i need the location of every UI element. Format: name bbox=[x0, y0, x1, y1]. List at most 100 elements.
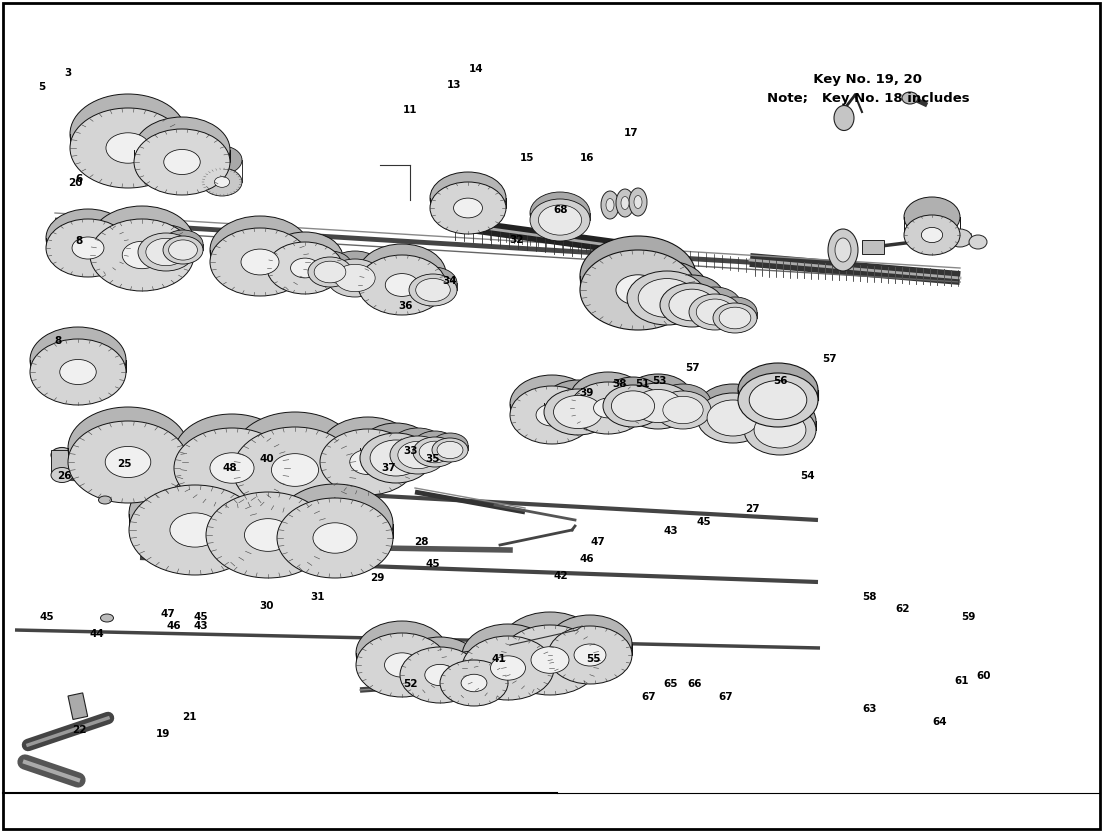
Ellipse shape bbox=[326, 251, 383, 289]
Ellipse shape bbox=[413, 431, 457, 461]
Ellipse shape bbox=[531, 192, 590, 234]
Ellipse shape bbox=[668, 290, 715, 321]
Ellipse shape bbox=[233, 412, 357, 498]
Text: 67: 67 bbox=[718, 692, 733, 702]
Text: 52: 52 bbox=[403, 679, 418, 689]
Ellipse shape bbox=[129, 469, 261, 559]
Ellipse shape bbox=[904, 197, 960, 237]
Ellipse shape bbox=[385, 274, 419, 296]
Ellipse shape bbox=[660, 283, 724, 327]
Ellipse shape bbox=[615, 275, 660, 305]
Text: 35: 35 bbox=[425, 454, 440, 464]
Ellipse shape bbox=[531, 646, 569, 673]
Ellipse shape bbox=[174, 414, 290, 494]
Ellipse shape bbox=[366, 542, 384, 554]
Ellipse shape bbox=[697, 393, 769, 443]
Ellipse shape bbox=[390, 436, 446, 474]
Ellipse shape bbox=[707, 400, 759, 436]
Ellipse shape bbox=[462, 636, 554, 700]
Ellipse shape bbox=[738, 363, 818, 417]
Ellipse shape bbox=[350, 449, 386, 474]
Ellipse shape bbox=[615, 189, 634, 217]
Ellipse shape bbox=[400, 637, 480, 693]
Ellipse shape bbox=[544, 389, 612, 435]
Ellipse shape bbox=[655, 384, 711, 422]
Ellipse shape bbox=[713, 303, 757, 333]
Ellipse shape bbox=[46, 209, 130, 267]
Text: 58: 58 bbox=[861, 592, 877, 602]
Text: 15: 15 bbox=[520, 153, 535, 163]
Ellipse shape bbox=[308, 251, 352, 281]
Text: 8: 8 bbox=[76, 236, 83, 246]
Ellipse shape bbox=[655, 391, 711, 429]
Ellipse shape bbox=[320, 417, 416, 483]
Ellipse shape bbox=[425, 665, 456, 686]
Ellipse shape bbox=[68, 421, 188, 503]
Ellipse shape bbox=[947, 229, 972, 247]
Ellipse shape bbox=[69, 108, 186, 188]
Ellipse shape bbox=[697, 384, 769, 434]
Text: 42: 42 bbox=[553, 571, 568, 581]
Ellipse shape bbox=[133, 117, 231, 183]
Text: 65: 65 bbox=[663, 679, 678, 689]
Bar bbox=[68, 693, 87, 720]
Ellipse shape bbox=[106, 133, 150, 163]
Ellipse shape bbox=[277, 484, 393, 564]
Ellipse shape bbox=[745, 396, 816, 446]
Ellipse shape bbox=[98, 496, 111, 504]
Ellipse shape bbox=[603, 385, 663, 427]
Ellipse shape bbox=[202, 146, 242, 174]
Text: 27: 27 bbox=[745, 504, 760, 514]
Text: 22: 22 bbox=[72, 726, 87, 735]
Ellipse shape bbox=[430, 172, 506, 224]
Ellipse shape bbox=[754, 412, 806, 448]
Ellipse shape bbox=[621, 196, 629, 210]
Ellipse shape bbox=[51, 468, 73, 483]
Ellipse shape bbox=[570, 372, 646, 424]
Ellipse shape bbox=[356, 633, 448, 697]
Text: 46: 46 bbox=[579, 554, 595, 564]
Text: 31: 31 bbox=[310, 592, 325, 602]
Ellipse shape bbox=[240, 249, 279, 275]
Ellipse shape bbox=[206, 492, 330, 578]
Ellipse shape bbox=[453, 198, 482, 218]
Text: 53: 53 bbox=[652, 376, 667, 386]
Ellipse shape bbox=[314, 261, 346, 283]
Text: 19: 19 bbox=[156, 729, 171, 739]
Ellipse shape bbox=[713, 297, 757, 327]
Ellipse shape bbox=[835, 238, 852, 262]
Text: Note;   Key No. 18 includes: Note; Key No. 18 includes bbox=[767, 92, 970, 105]
Text: 26: 26 bbox=[56, 471, 72, 481]
Ellipse shape bbox=[400, 647, 480, 703]
Ellipse shape bbox=[491, 656, 525, 681]
Text: 63: 63 bbox=[861, 704, 877, 714]
Ellipse shape bbox=[570, 382, 646, 434]
Ellipse shape bbox=[326, 259, 383, 297]
Ellipse shape bbox=[129, 485, 261, 575]
Ellipse shape bbox=[68, 407, 188, 489]
Ellipse shape bbox=[634, 196, 642, 209]
Text: 17: 17 bbox=[623, 128, 639, 138]
Ellipse shape bbox=[320, 429, 416, 495]
Ellipse shape bbox=[461, 674, 486, 691]
Ellipse shape bbox=[627, 261, 707, 315]
Ellipse shape bbox=[660, 275, 724, 319]
Text: 29: 29 bbox=[370, 573, 385, 583]
Ellipse shape bbox=[60, 359, 96, 384]
Ellipse shape bbox=[603, 377, 663, 419]
Ellipse shape bbox=[834, 106, 854, 131]
Text: 41: 41 bbox=[491, 654, 506, 664]
Text: 61: 61 bbox=[954, 676, 970, 686]
Ellipse shape bbox=[390, 428, 446, 466]
Ellipse shape bbox=[335, 265, 375, 292]
Ellipse shape bbox=[30, 339, 126, 405]
Text: 37: 37 bbox=[381, 463, 396, 473]
Text: Key No. 19, 20: Key No. 19, 20 bbox=[767, 72, 922, 86]
Text: 16: 16 bbox=[579, 153, 595, 163]
Ellipse shape bbox=[921, 227, 943, 243]
Ellipse shape bbox=[163, 230, 203, 258]
Text: 47: 47 bbox=[160, 609, 175, 619]
Text: 21: 21 bbox=[182, 712, 197, 722]
Ellipse shape bbox=[202, 168, 242, 196]
Text: 32: 32 bbox=[508, 235, 524, 245]
